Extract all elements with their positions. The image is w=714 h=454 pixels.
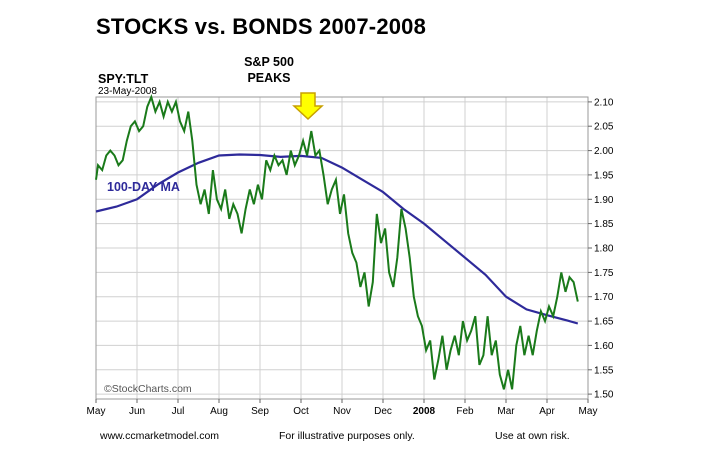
x-axis-ticks: May Jun Jul Aug Sep Oct Nov Dec 2008 Feb Mar Apr May: [87, 399, 598, 417]
y-tick-label: 1.80: [594, 244, 614, 255]
y-tick-label: 2.05: [594, 122, 614, 133]
ma-100-line: [95, 153, 579, 325]
y-tick-label: 2.10: [594, 97, 614, 108]
x-tick-label: Sep: [251, 406, 269, 417]
x-tick-label: Jul: [172, 406, 185, 417]
x-tick-label: May: [579, 406, 598, 417]
footer-risk: Use at own risk.: [495, 430, 570, 442]
y-tick-label: 1.55: [594, 365, 614, 376]
y-tick-label: 1.95: [594, 170, 614, 181]
y-tick-label: 1.90: [594, 195, 614, 206]
chart-grid: [95, 97, 589, 399]
watermark: ©StockCharts.com: [104, 383, 192, 395]
x-tick-label: Nov: [333, 406, 351, 417]
x-tick-label: Dec: [374, 406, 392, 417]
x-tick-label: Aug: [210, 406, 228, 417]
ticker-label: SPY:TLT: [98, 72, 149, 86]
y-tick-label: 1.65: [594, 317, 614, 328]
y-tick-label: 2.00: [594, 146, 614, 157]
peak-arrow-marker: [292, 92, 324, 121]
date-label: 23-May-2008: [98, 86, 157, 97]
chart-title: STOCKS vs. BONDS 2007-2008: [96, 14, 427, 39]
price-ratio-line: [95, 93, 579, 390]
y-tick-label: 1.75: [594, 268, 614, 279]
y-tick-label: 1.70: [594, 292, 614, 303]
footer-disclaimer: For illustrative purposes only.: [279, 430, 415, 442]
y-tick-label: 1.50: [594, 390, 614, 401]
x-tick-label: Mar: [497, 406, 515, 417]
peak-annotation: S&P 500 PEAKS: [232, 54, 306, 86]
x-tick-label: Jun: [129, 406, 145, 417]
y-axis-ticks: 1.50 1.55 1.60 1.65 1.70 1.75 1.80 1.85 1.90 1.95…: [588, 97, 614, 401]
peak-annotation-line1: S&P 500: [244, 55, 294, 69]
x-tick-label: 2008: [413, 406, 436, 417]
x-tick-label: May: [87, 406, 106, 417]
peak-annotation-line2: PEAKS: [247, 71, 291, 85]
x-tick-label: Apr: [539, 406, 555, 417]
ma-label: 100-DAY MA: [107, 180, 180, 194]
y-tick-label: 1.60: [594, 341, 614, 352]
y-tick-label: 1.85: [594, 219, 614, 230]
footer-website: www.ccmarketmodel.com: [100, 430, 220, 442]
x-tick-label: Oct: [293, 406, 309, 417]
x-tick-label: Feb: [456, 406, 474, 417]
